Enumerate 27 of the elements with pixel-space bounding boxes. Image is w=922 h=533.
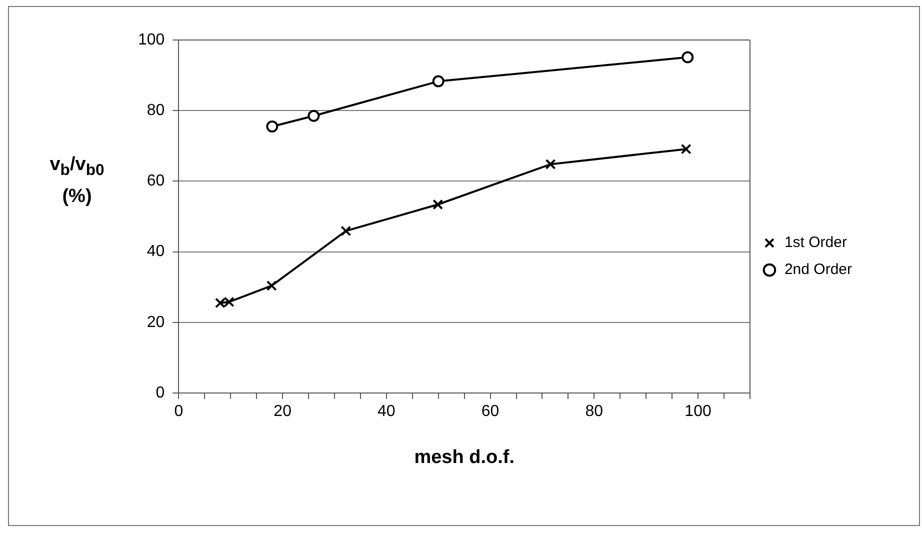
point xyxy=(432,75,444,88)
x-tick-label: 0 xyxy=(174,403,184,420)
point xyxy=(215,298,226,308)
point xyxy=(682,51,694,64)
y-tick-label: 80 xyxy=(146,102,165,120)
x-axis-title: mesh d.o.f. xyxy=(414,446,514,468)
x-tick-label: 100 xyxy=(684,403,712,420)
x-tick-label: 20 xyxy=(274,403,292,420)
point xyxy=(545,159,556,170)
point xyxy=(266,120,278,132)
point xyxy=(308,110,320,122)
legend-label: 1st Order xyxy=(784,234,847,252)
y-tick-label: 60 xyxy=(146,172,165,190)
y-tick-label: 100 xyxy=(138,31,165,48)
x-tick-label: 40 xyxy=(378,403,396,420)
legend-label: 2nd Order xyxy=(784,261,852,278)
x-tick-label: 60 xyxy=(481,403,500,420)
point xyxy=(340,226,352,236)
y-tick-label: 20 xyxy=(146,314,165,331)
x-tick-label: 80 xyxy=(585,403,604,420)
y-tick-label: 40 xyxy=(146,243,165,260)
point xyxy=(432,199,444,210)
y-axis-title: v$_{b}$/v$_{b0}$ (%) xyxy=(48,153,106,209)
point xyxy=(266,280,277,291)
point xyxy=(680,144,692,154)
y-tick-label: 0 xyxy=(156,384,165,402)
point xyxy=(224,296,234,308)
